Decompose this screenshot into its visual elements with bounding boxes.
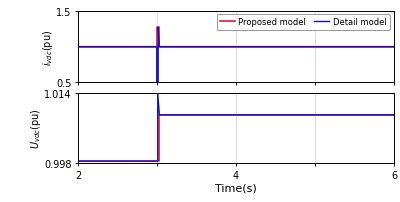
Legend: Proposed model, Detail model: Proposed model, Detail model [216, 15, 390, 31]
Y-axis label: $\it{i}_{vdc}$(pu): $\it{i}_{vdc}$(pu) [41, 29, 55, 65]
Y-axis label: $\it{U}_{vdc}$(pu): $\it{U}_{vdc}$(pu) [29, 108, 43, 149]
X-axis label: Time(s): Time(s) [215, 183, 257, 193]
